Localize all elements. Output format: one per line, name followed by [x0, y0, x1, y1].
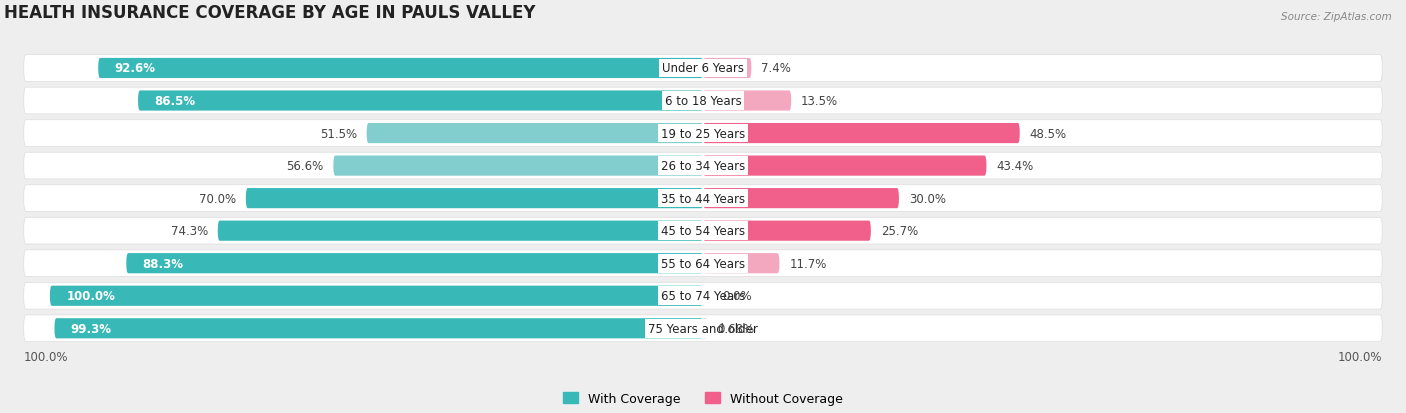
Text: 99.3%: 99.3% — [70, 322, 112, 335]
FancyBboxPatch shape — [703, 221, 870, 241]
FancyBboxPatch shape — [49, 286, 703, 306]
FancyBboxPatch shape — [24, 218, 1382, 244]
FancyBboxPatch shape — [703, 123, 1019, 144]
FancyBboxPatch shape — [218, 221, 703, 241]
FancyBboxPatch shape — [138, 91, 703, 112]
Text: 51.5%: 51.5% — [319, 127, 357, 140]
FancyBboxPatch shape — [333, 156, 703, 176]
FancyBboxPatch shape — [24, 88, 1382, 114]
Text: 45 to 54 Years: 45 to 54 Years — [661, 225, 745, 237]
FancyBboxPatch shape — [24, 315, 1382, 342]
FancyBboxPatch shape — [24, 55, 1382, 82]
Text: 55 to 64 Years: 55 to 64 Years — [661, 257, 745, 270]
Text: 70.0%: 70.0% — [198, 192, 236, 205]
FancyBboxPatch shape — [367, 123, 703, 144]
Text: 48.5%: 48.5% — [1029, 127, 1067, 140]
Text: 100.0%: 100.0% — [66, 290, 115, 302]
Text: 56.6%: 56.6% — [287, 160, 323, 173]
FancyBboxPatch shape — [24, 250, 1382, 277]
FancyBboxPatch shape — [55, 318, 703, 339]
Text: 35 to 44 Years: 35 to 44 Years — [661, 192, 745, 205]
Text: 74.3%: 74.3% — [170, 225, 208, 237]
FancyBboxPatch shape — [24, 153, 1382, 180]
Text: 6 to 18 Years: 6 to 18 Years — [665, 95, 741, 108]
Text: 92.6%: 92.6% — [114, 62, 156, 75]
FancyBboxPatch shape — [246, 189, 703, 209]
Text: 25.7%: 25.7% — [880, 225, 918, 237]
FancyBboxPatch shape — [98, 59, 703, 79]
FancyBboxPatch shape — [703, 318, 707, 339]
FancyBboxPatch shape — [24, 121, 1382, 147]
Text: 0.0%: 0.0% — [723, 290, 752, 302]
Text: 100.0%: 100.0% — [1337, 351, 1382, 363]
FancyBboxPatch shape — [24, 185, 1382, 212]
Text: 75 Years and older: 75 Years and older — [648, 322, 758, 335]
Text: 7.4%: 7.4% — [761, 62, 792, 75]
Text: 11.7%: 11.7% — [789, 257, 827, 270]
Text: Under 6 Years: Under 6 Years — [662, 62, 744, 75]
Text: 13.5%: 13.5% — [801, 95, 838, 108]
FancyBboxPatch shape — [24, 283, 1382, 309]
FancyBboxPatch shape — [703, 156, 987, 176]
Text: Source: ZipAtlas.com: Source: ZipAtlas.com — [1281, 12, 1392, 22]
Text: HEALTH INSURANCE COVERAGE BY AGE IN PAULS VALLEY: HEALTH INSURANCE COVERAGE BY AGE IN PAUL… — [4, 4, 536, 22]
Text: 100.0%: 100.0% — [24, 351, 69, 363]
Legend: With Coverage, Without Coverage: With Coverage, Without Coverage — [558, 387, 848, 410]
FancyBboxPatch shape — [703, 59, 751, 79]
Text: 19 to 25 Years: 19 to 25 Years — [661, 127, 745, 140]
FancyBboxPatch shape — [703, 91, 792, 112]
Text: 88.3%: 88.3% — [142, 257, 184, 270]
Text: 43.4%: 43.4% — [997, 160, 1033, 173]
Text: 26 to 34 Years: 26 to 34 Years — [661, 160, 745, 173]
Text: 86.5%: 86.5% — [155, 95, 195, 108]
FancyBboxPatch shape — [127, 254, 703, 274]
Text: 30.0%: 30.0% — [908, 192, 946, 205]
Text: 65 to 74 Years: 65 to 74 Years — [661, 290, 745, 302]
Text: 0.68%: 0.68% — [717, 322, 755, 335]
FancyBboxPatch shape — [703, 189, 898, 209]
FancyBboxPatch shape — [703, 254, 779, 274]
